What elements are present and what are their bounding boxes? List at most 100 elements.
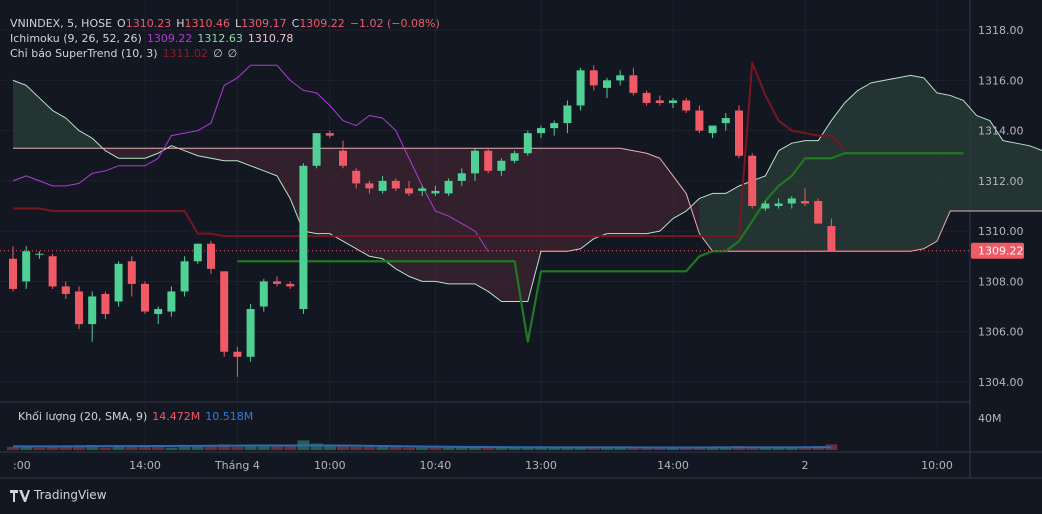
tradingview-logo-icon: [10, 489, 30, 502]
candle-body: [365, 183, 374, 189]
candle-body: [457, 173, 466, 181]
candle-body: [629, 75, 638, 93]
candle-body: [761, 203, 770, 209]
candle-body: [616, 75, 625, 81]
candle-body: [589, 70, 598, 86]
ichimoku-cloud: [12, 74, 1042, 302]
cloud-segment: [184, 148, 700, 302]
ichimoku-label: Ichimoku (9, 26, 52, 26): [10, 32, 142, 45]
volume-bar: [178, 446, 191, 450]
candle-body: [9, 258, 17, 289]
volume-bar: [627, 447, 640, 450]
candle-body: [748, 155, 757, 206]
volume-bar: [442, 447, 455, 450]
volume-bar: [601, 447, 613, 450]
candle-body: [48, 256, 57, 287]
candle-body: [193, 243, 202, 262]
volume-bar: [7, 446, 19, 450]
volume-bar: [350, 446, 363, 450]
volume-bar: [73, 446, 85, 450]
candle-body: [444, 180, 453, 194]
volume-bar: [693, 447, 706, 450]
candle-body: [154, 309, 163, 315]
volume-bar: [469, 446, 481, 450]
candle-body: [431, 190, 440, 194]
volume-bar: [587, 446, 600, 450]
candle-body: [642, 92, 651, 103]
volume-bar: [574, 446, 587, 450]
candle-body: [286, 283, 295, 287]
candle-body: [708, 125, 717, 134]
price-legend: VNINDEX, 5, HOSE O1310.23 H1310.46 L1309.17…: [10, 16, 445, 31]
candlestick-series: [9, 65, 836, 377]
candle-body: [325, 133, 334, 136]
volume-bar: [785, 447, 798, 450]
candle-body: [233, 351, 242, 357]
volume-bar: [152, 446, 165, 450]
open-value: 1310.23: [125, 17, 172, 30]
candle-body: [22, 251, 31, 282]
supertrend-legend[interactable]: Chỉ báo SuperTrend (10, 3) 1311.02 ∅ ∅: [10, 46, 445, 61]
indicator-lines: [0, 61, 970, 343]
candle-body: [735, 110, 743, 156]
time-tick-label: :00: [13, 459, 31, 472]
volume-bar: [218, 444, 231, 450]
tenkan-line: [12, 64, 489, 252]
volume-bar: [59, 446, 72, 450]
volume-sma-line: [13, 444, 832, 449]
volume-bar: [614, 447, 627, 450]
change-value: −1.02 (−0.08%): [349, 17, 440, 30]
brand-name: TradingView: [34, 488, 107, 502]
candle-body: [220, 271, 229, 352]
low-label: L: [234, 17, 242, 30]
price-tick-label: 1308.00: [978, 275, 1024, 288]
time-tick-label: Tháng 4: [214, 459, 260, 472]
volume-bar: [680, 447, 693, 450]
cloud-segment: [699, 75, 1042, 252]
candle-body: [391, 180, 400, 189]
volume-bar: [231, 446, 244, 450]
candle-body: [563, 105, 572, 124]
time-tick-label: 14:00: [657, 459, 689, 472]
time-tick-label: 10:00: [921, 459, 953, 472]
tradingview-brand[interactable]: TradingView: [10, 488, 107, 502]
high-label: H: [176, 17, 185, 30]
volume-bar: [799, 446, 811, 450]
volume-bar: [271, 445, 283, 450]
candle-body: [550, 123, 559, 129]
time-tick-label: 13:00: [525, 459, 557, 472]
volume-bar: [46, 446, 59, 450]
volume-bar: [99, 447, 112, 450]
volume-bar: [284, 446, 297, 450]
candle-body: [497, 160, 506, 171]
supertrend-label: Chỉ báo SuperTrend (10, 3): [10, 47, 158, 60]
candle-body: [114, 263, 123, 302]
volume-bar: [495, 447, 508, 450]
price-tick-label: 1316.00: [978, 74, 1024, 87]
volume-bar: [521, 447, 534, 450]
candle-body: [576, 70, 585, 106]
volume-bar: [535, 447, 547, 450]
volume-bar: [640, 447, 653, 450]
volume-bar: [429, 447, 442, 450]
price-tick-label: 1312.00: [978, 175, 1024, 188]
volume-sma-value: 10.518M: [205, 410, 254, 423]
volume-bar: [323, 445, 336, 450]
volume-legend[interactable]: Khối lượng (20, SMA, 9) 14.472M 10.518M: [18, 409, 258, 424]
ichimoku-legend[interactable]: Ichimoku (9, 26, 52, 26) 1309.22 1312.63 13…: [10, 31, 445, 46]
axes: 1318.00 1316.00 1314.00 1312.00 1310.00 1308.…: [13, 24, 1024, 472]
volume-bar: [86, 445, 99, 450]
price-tick-label: 1304.00: [978, 376, 1024, 389]
candle-body: [88, 296, 97, 325]
span-b-line: [13, 147, 1042, 252]
candle-body: [721, 118, 730, 124]
candle-body: [655, 100, 664, 103]
time-tick-label: 2: [802, 459, 809, 472]
volume-bar: [482, 447, 495, 450]
volume-bar: [112, 446, 125, 450]
candle-body: [418, 188, 427, 191]
volume-bar: [772, 447, 785, 450]
volume-bar: [746, 446, 759, 450]
volume-bar: [376, 446, 389, 450]
